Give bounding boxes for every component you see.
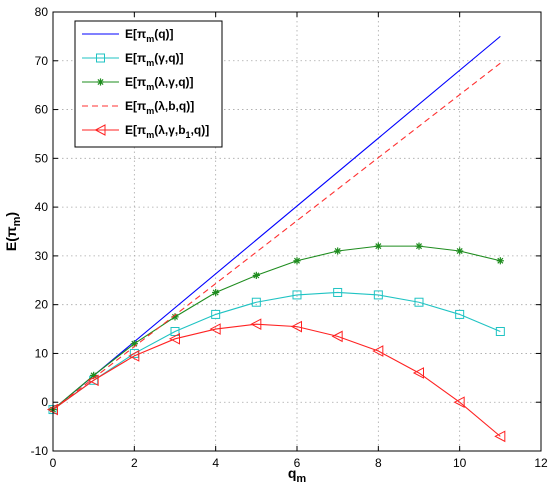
y-tick-label: 40 — [35, 200, 49, 214]
y-tick-label: 10 — [35, 346, 49, 360]
data-point-triangle-marker — [209, 323, 221, 335]
series-5 — [46, 318, 506, 443]
data-point-triangle-marker — [290, 320, 302, 333]
x-tick-label: 6 — [294, 456, 301, 470]
data-point-square-marker — [495, 326, 505, 336]
data-point-square-marker — [96, 53, 105, 63]
legend-item: E[πm(γ,q)] — [82, 51, 184, 68]
data-point-star-marker — [293, 257, 301, 265]
data-point-square-marker — [251, 297, 261, 307]
data-point-square-marker — [292, 290, 302, 300]
series-layer — [46, 35, 506, 443]
legend-item: E[πm(λ,γ,b1,q)] — [82, 123, 209, 140]
data-point-square-marker — [373, 290, 383, 300]
data-point-square-marker — [333, 287, 343, 297]
legend-label: E[πm(λ,b,q)] — [125, 99, 194, 116]
data-point-star-marker — [334, 247, 342, 255]
x-axis-label: qm — [288, 465, 307, 485]
legend-label: E[πm(λ,γ,q)] — [125, 75, 194, 92]
legend: E[πm(q)] E[πm(γ,q)] E[πm(λ,γ,q)] E[πm(λ,b,q… — [74, 20, 223, 148]
data-point-star-marker — [212, 288, 220, 297]
legend-label: E[πm(λ,γ,b1,q)] — [125, 123, 209, 140]
x-tick-label: 0 — [50, 456, 57, 470]
data-point-star-marker — [252, 271, 260, 279]
y-tick-label: 80 — [35, 5, 49, 19]
series-4 — [52, 62, 501, 410]
data-point-triangle-marker — [331, 330, 343, 343]
axes — [52, 11, 542, 452]
series-line — [52, 35, 501, 410]
y-tick-label: 50 — [35, 151, 49, 165]
data-point-triangle-marker — [168, 332, 180, 345]
data-point-triangle-marker — [372, 345, 384, 357]
x-tick-label: 4 — [212, 456, 219, 470]
data-point-triangle-marker — [453, 396, 465, 409]
x-tick-label: 8 — [375, 456, 382, 470]
x-tick-label: 10 — [453, 456, 467, 470]
data-point-square-marker — [211, 309, 221, 319]
data-point-triangle-marker — [94, 124, 106, 136]
series-line — [52, 62, 501, 410]
y-tick-label: 30 — [35, 249, 49, 263]
y-tick-label: 60 — [35, 103, 49, 117]
series-3 — [49, 242, 504, 414]
y-tick-label: 0 — [41, 395, 48, 409]
data-point-triangle-marker — [128, 350, 140, 362]
data-point-star-marker — [415, 242, 423, 250]
data-point-star-marker — [96, 78, 105, 86]
data-point-square-marker — [170, 326, 180, 336]
data-point-star-marker — [456, 247, 464, 255]
legend-box — [74, 20, 223, 148]
series-line — [52, 323, 501, 437]
x-tick-label: 2 — [131, 456, 138, 470]
data-point-square-marker — [455, 309, 465, 319]
series-1 — [52, 35, 501, 410]
data-point-star-marker — [496, 257, 504, 265]
data-point-triangle-marker — [412, 367, 424, 379]
y-tick-label: -10 — [31, 444, 49, 458]
legend-item: E[πm(λ,γ,q)] — [82, 75, 194, 92]
data-point-triangle-marker — [494, 430, 506, 443]
series-line — [52, 245, 501, 410]
legend-item: E[πm(q)] — [82, 27, 174, 44]
y-tick-label: 70 — [35, 54, 49, 68]
data-point-triangle-marker — [87, 374, 99, 387]
legend-label: E[πm(q)] — [125, 27, 174, 44]
legend-item: E[πm(λ,b,q)] — [82, 99, 194, 116]
series-line — [52, 291, 501, 410]
data-point-star-marker — [130, 340, 138, 348]
y-axis-label: E(πm) — [3, 212, 23, 251]
data-point-square-marker — [414, 297, 424, 307]
legend-label: E[πm(γ,q)] — [125, 51, 184, 68]
data-point-triangle-marker — [250, 318, 262, 331]
x-tick-label: 12 — [534, 456, 548, 470]
data-point-star-marker — [374, 242, 382, 250]
y-tick-label: 20 — [35, 298, 49, 312]
